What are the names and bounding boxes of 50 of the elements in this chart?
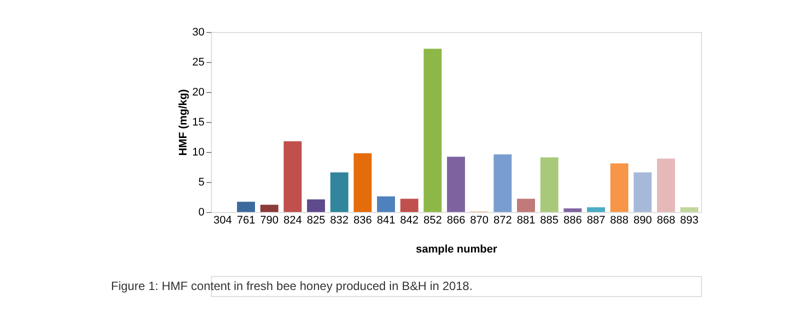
x-tick-label: 866 bbox=[446, 214, 466, 226]
x-tick-label: 872 bbox=[493, 214, 512, 226]
bar bbox=[517, 198, 535, 212]
bar bbox=[354, 153, 372, 212]
y-tick-label: 0 bbox=[198, 206, 204, 218]
bar bbox=[540, 157, 558, 212]
bar bbox=[400, 198, 418, 212]
y-tick-label: 25 bbox=[192, 56, 204, 68]
y-tick-label: 20 bbox=[192, 86, 204, 98]
x-tick-label: 887 bbox=[586, 214, 606, 226]
x-tick-label: 824 bbox=[283, 214, 302, 226]
bar bbox=[447, 156, 465, 212]
x-tick-label: 852 bbox=[423, 214, 442, 226]
bar bbox=[610, 163, 628, 212]
bar bbox=[307, 199, 325, 212]
x-tick-label: 842 bbox=[400, 214, 419, 226]
bar bbox=[377, 196, 395, 212]
x-tick-label: 890 bbox=[633, 214, 652, 226]
x-tick-label: 841 bbox=[376, 214, 396, 226]
y-tick-label: 30 bbox=[192, 26, 204, 38]
x-tick-label: 885 bbox=[540, 214, 559, 226]
x-tick-label: 836 bbox=[353, 214, 372, 226]
y-tick-label: 10 bbox=[192, 146, 204, 158]
x-tick-label: 832 bbox=[330, 214, 349, 226]
bar bbox=[330, 172, 348, 212]
bar bbox=[680, 207, 698, 212]
x-tick-label: 761 bbox=[236, 214, 256, 226]
x-tick-label: 790 bbox=[260, 214, 279, 226]
bar bbox=[587, 207, 605, 212]
x-tick-label: 870 bbox=[470, 214, 489, 226]
bar bbox=[284, 141, 302, 212]
bar bbox=[634, 172, 652, 212]
y-tick-label: 5 bbox=[198, 176, 204, 188]
x-axis-title: sample number bbox=[416, 244, 498, 256]
bar bbox=[260, 204, 278, 212]
x-tick-label: 825 bbox=[306, 214, 326, 226]
y-axis-title: HMF (mg/kg) bbox=[177, 88, 190, 156]
x-tick-label: 888 bbox=[610, 214, 629, 226]
bar bbox=[237, 202, 255, 212]
x-tick-label: 868 bbox=[656, 214, 676, 226]
x-tick-label: 881 bbox=[516, 214, 536, 226]
x-tick-label: 893 bbox=[680, 214, 699, 226]
x-tick-label: 304 bbox=[213, 214, 232, 226]
bar bbox=[424, 48, 442, 212]
y-tick-label: 15 bbox=[192, 116, 204, 128]
x-tick-label: 886 bbox=[563, 214, 582, 226]
bar bbox=[657, 158, 675, 212]
caption: Figure 1: HMF content in fresh bee honey produced in B&H in 2018. bbox=[111, 279, 473, 293]
bar bbox=[494, 154, 512, 212]
bar bbox=[564, 208, 582, 212]
